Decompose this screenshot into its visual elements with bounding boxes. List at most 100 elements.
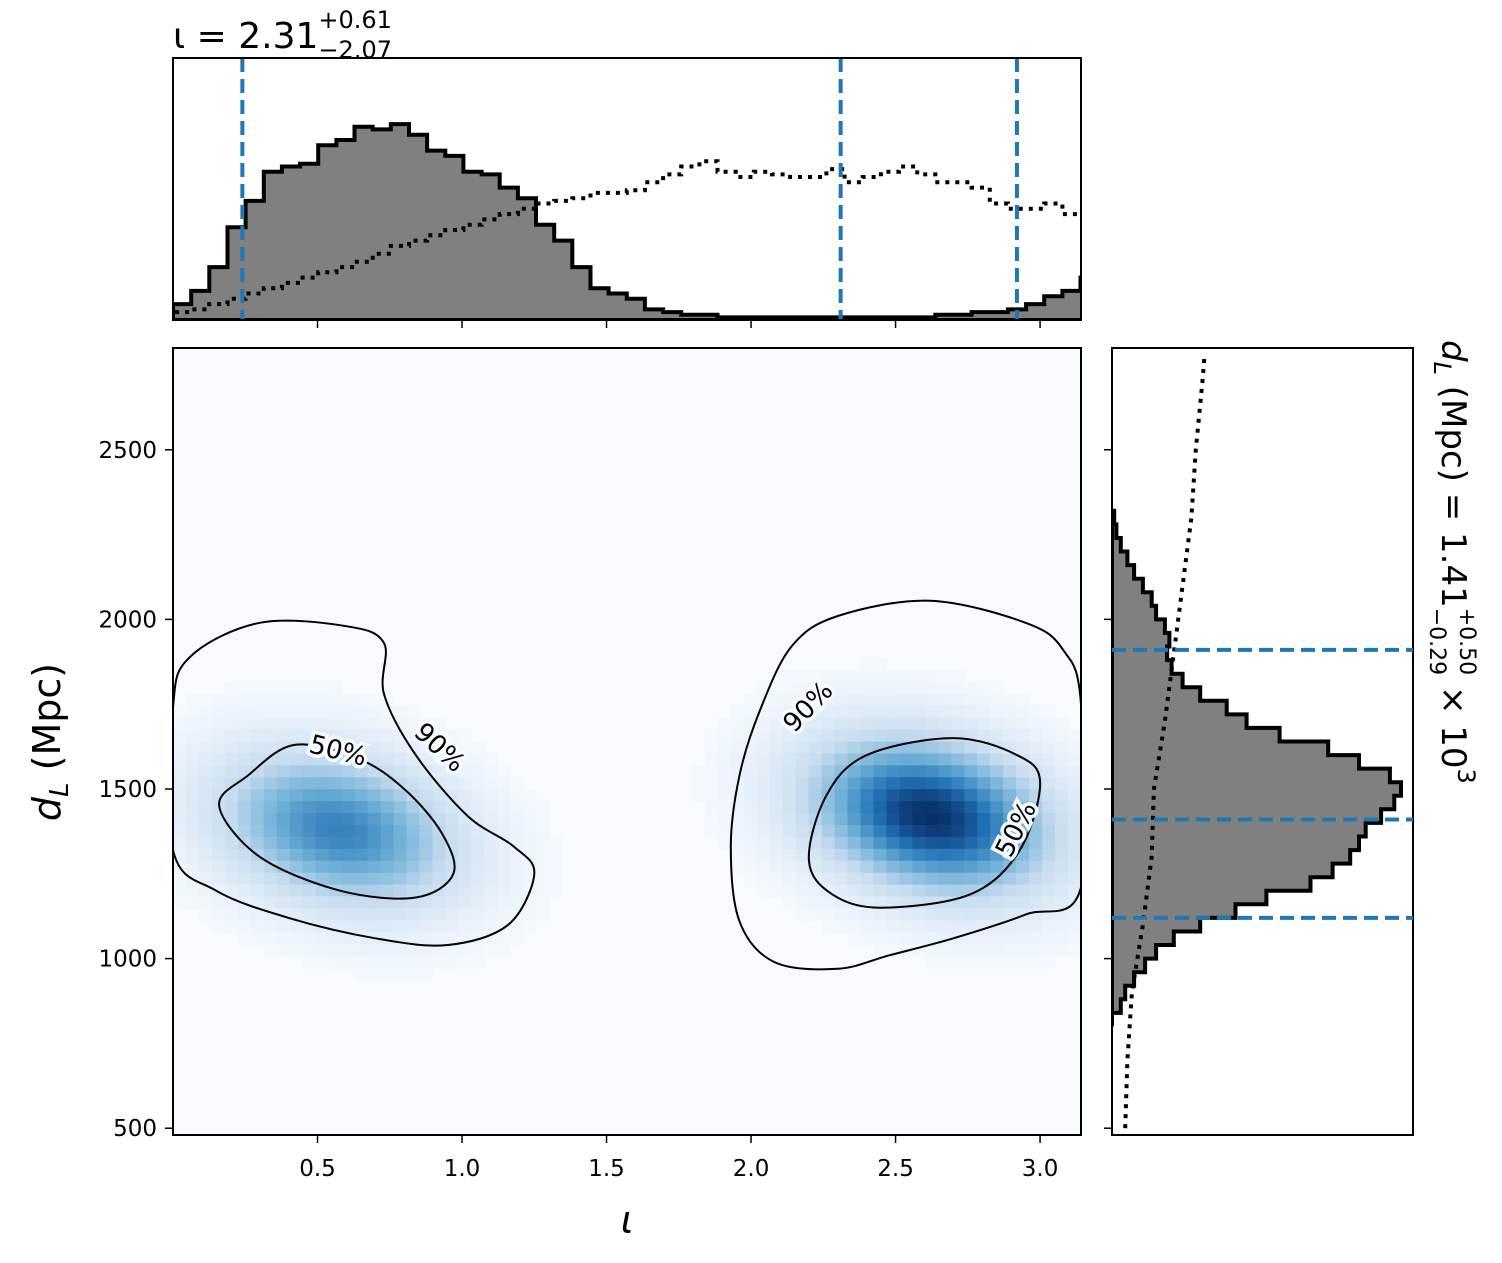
heatmap-cell bbox=[328, 813, 343, 826]
heatmap-cell bbox=[211, 777, 226, 790]
contour-50-line bbox=[218, 743, 456, 900]
heatmap-cell bbox=[925, 932, 939, 945]
heatmap-cell bbox=[977, 956, 991, 969]
heatmap-cell bbox=[419, 789, 434, 802]
heatmap-cell bbox=[912, 896, 926, 910]
heatmap-cell bbox=[185, 848, 200, 862]
heatmap-cell bbox=[198, 717, 213, 731]
heatmap-cell bbox=[1003, 824, 1017, 838]
heatmap-cell bbox=[380, 896, 395, 910]
heatmap-cell bbox=[523, 813, 537, 826]
heatmap-cell bbox=[1016, 693, 1030, 707]
heatmap-cell bbox=[1029, 884, 1043, 898]
heatmap-cell bbox=[938, 920, 952, 933]
heatmap-cell bbox=[1003, 729, 1017, 743]
heatmap-cell bbox=[717, 753, 732, 766]
heatmap-cell bbox=[730, 705, 745, 719]
heatmap-cell bbox=[471, 920, 485, 933]
heatmap-cell bbox=[185, 765, 200, 778]
heatmap-cell bbox=[964, 753, 978, 766]
heatmap-cell bbox=[237, 813, 252, 826]
heatmap-cell bbox=[873, 896, 888, 910]
heatmap-cell bbox=[458, 920, 472, 933]
heatmap-cell bbox=[536, 884, 550, 898]
heatmap-cell bbox=[250, 693, 265, 707]
heatmap-cell bbox=[860, 932, 875, 945]
heatmap-cell bbox=[510, 932, 524, 945]
heatmap-cell bbox=[886, 789, 900, 802]
heatmap-cell bbox=[925, 753, 939, 766]
heatmap-cell bbox=[886, 777, 900, 790]
heatmap-cell bbox=[899, 932, 913, 945]
heatmap-cell bbox=[1068, 753, 1081, 766]
heatmap-cell bbox=[341, 693, 356, 707]
heatmap-cell bbox=[717, 765, 732, 778]
heatmap-cell bbox=[315, 860, 330, 874]
heatmap-cell bbox=[549, 836, 563, 850]
heatmap-cell bbox=[289, 717, 304, 731]
heatmap-cell bbox=[1042, 848, 1056, 862]
heatmap-cell bbox=[964, 681, 978, 695]
heatmap-cell bbox=[432, 932, 446, 945]
heatmap-cell bbox=[484, 860, 498, 874]
heatmap-cell bbox=[224, 705, 239, 719]
heatmap-cell bbox=[406, 836, 421, 850]
heatmap-cell bbox=[847, 681, 862, 695]
heatmap-cell bbox=[886, 729, 900, 743]
heatmap-cell bbox=[198, 860, 213, 874]
heatmap-cell bbox=[912, 813, 926, 826]
heatmap-cell bbox=[691, 789, 706, 802]
heatmap-cell bbox=[1042, 717, 1056, 731]
heatmap-cell bbox=[289, 681, 304, 695]
heatmap-cell bbox=[458, 836, 472, 850]
heatmap-cell bbox=[211, 705, 226, 719]
heatmap-cell bbox=[445, 932, 459, 945]
heatmap-cell bbox=[315, 693, 330, 707]
heatmap-cell bbox=[860, 705, 875, 719]
heatmap-cell bbox=[536, 872, 550, 886]
heatmap-cell bbox=[302, 729, 317, 743]
heatmap-cell bbox=[977, 741, 991, 755]
heatmap-cell bbox=[769, 729, 784, 743]
heatmap-cell bbox=[380, 872, 395, 886]
heatmap-cell bbox=[977, 693, 991, 707]
heatmap-cell bbox=[938, 944, 952, 957]
heatmap-cell bbox=[769, 741, 784, 755]
heatmap-cell bbox=[185, 777, 200, 790]
heatmap-cell bbox=[1003, 813, 1017, 826]
heatmap-cell bbox=[406, 872, 421, 886]
heatmap-cell bbox=[834, 705, 849, 719]
heatmap-cell bbox=[393, 884, 408, 898]
heatmap-cell bbox=[497, 932, 511, 945]
heatmap-cell bbox=[873, 848, 888, 862]
heatmap-cell bbox=[834, 872, 849, 886]
heatmap-cell bbox=[367, 956, 382, 969]
heatmap-cell bbox=[302, 717, 317, 731]
heatmap-cell bbox=[756, 836, 771, 850]
heatmap-cell bbox=[899, 729, 913, 743]
heatmap-cell bbox=[912, 884, 926, 898]
heatmap-cell bbox=[250, 932, 265, 945]
heatmap-cell bbox=[834, 884, 849, 898]
heatmap-cell bbox=[380, 860, 395, 874]
heatmap-cell bbox=[393, 944, 408, 957]
heatmap-cell bbox=[938, 813, 952, 826]
heatmap-cell bbox=[847, 717, 862, 731]
heatmap-cell bbox=[393, 801, 408, 814]
heatmap-cell bbox=[315, 884, 330, 898]
heatmap-cell bbox=[847, 908, 862, 921]
heatmap-cell bbox=[951, 872, 965, 886]
heatmap-cell bbox=[237, 884, 252, 898]
heatmap-cell bbox=[886, 681, 900, 695]
heatmap-cell bbox=[795, 848, 810, 862]
heatmap-cell bbox=[808, 753, 823, 766]
heatmap-cell bbox=[276, 717, 291, 731]
heatmap-cell bbox=[886, 669, 900, 683]
heatmap-cell bbox=[173, 884, 187, 898]
heatmap-cell bbox=[821, 753, 836, 766]
heatmap-cell bbox=[237, 753, 252, 766]
heatmap-cell bbox=[1029, 848, 1043, 862]
heatmap-cell bbox=[1016, 777, 1030, 790]
heatmap-cell bbox=[951, 801, 965, 814]
heatmap-cell bbox=[873, 813, 888, 826]
